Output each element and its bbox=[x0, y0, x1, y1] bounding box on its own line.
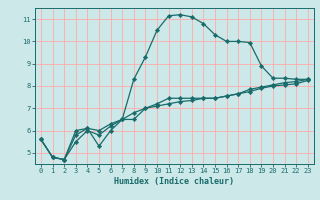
X-axis label: Humidex (Indice chaleur): Humidex (Indice chaleur) bbox=[115, 177, 235, 186]
